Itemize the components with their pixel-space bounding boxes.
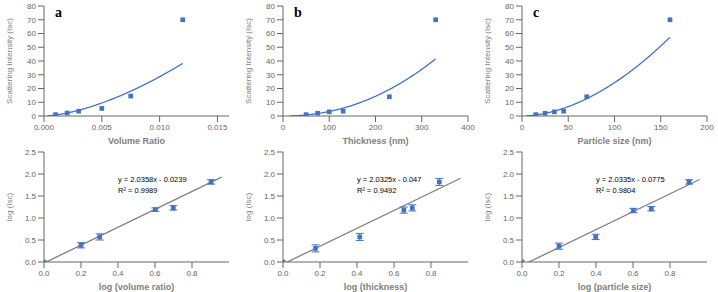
svg-text:1.0: 1.0	[503, 214, 515, 223]
svg-text:80: 80	[266, 2, 275, 11]
svg-text:0.4: 0.4	[112, 269, 124, 278]
svg-text:50: 50	[564, 123, 573, 132]
svg-text:log (Isc): log (Isc)	[483, 192, 492, 221]
svg-text:Scattering Intensity (Isc): Scattering Intensity (Isc)	[8, 18, 14, 104]
svg-text:0.8: 0.8	[664, 269, 676, 278]
svg-text:50: 50	[266, 43, 275, 52]
svg-text:Particle size (nm): Particle size (nm)	[577, 136, 651, 146]
svg-text:0.005: 0.005	[92, 123, 113, 132]
svg-text:2.0: 2.0	[264, 170, 276, 179]
svg-text:log (Isc): log (Isc)	[8, 192, 14, 221]
svg-text:20: 20	[27, 84, 36, 93]
svg-text:0.5: 0.5	[25, 236, 37, 245]
svg-text:0.2: 0.2	[553, 269, 565, 278]
svg-text:0.8: 0.8	[186, 269, 198, 278]
svg-text:50: 50	[27, 43, 36, 52]
svg-text:60: 60	[505, 29, 514, 38]
svg-text:200: 200	[700, 123, 710, 132]
svg-text:60: 60	[27, 29, 36, 38]
svg-text:Scattering Intensity (Isc): Scattering Intensity (Isc)	[483, 18, 492, 104]
svg-text:0.015: 0.015	[207, 123, 228, 132]
svg-text:0.010: 0.010	[150, 123, 171, 132]
svg-text:1.0: 1.0	[264, 214, 276, 223]
svg-text:0.0: 0.0	[264, 258, 276, 267]
svg-text:0.6: 0.6	[627, 269, 639, 278]
svg-text:1.0: 1.0	[25, 214, 37, 223]
svg-text:0.0: 0.0	[503, 258, 515, 267]
svg-text:30: 30	[266, 71, 275, 80]
svg-text:0.2: 0.2	[314, 269, 326, 278]
svg-text:200: 200	[369, 123, 383, 132]
svg-text:0: 0	[281, 123, 286, 132]
svg-text:0: 0	[32, 112, 37, 121]
svg-text:2.0: 2.0	[25, 170, 37, 179]
svg-text:2.5: 2.5	[25, 148, 37, 157]
svg-text:0.6: 0.6	[388, 269, 400, 278]
svg-text:0.2: 0.2	[75, 269, 87, 278]
svg-text:0.4: 0.4	[590, 269, 602, 278]
svg-text:1.5: 1.5	[503, 192, 515, 201]
svg-text:20: 20	[266, 84, 275, 93]
svg-text:Thickness (nm): Thickness (nm)	[342, 136, 408, 146]
svg-text:log (thickness): log (thickness)	[344, 282, 408, 292]
svg-text:100: 100	[323, 123, 337, 132]
svg-text:150: 150	[654, 123, 668, 132]
svg-text:80: 80	[27, 2, 36, 11]
svg-text:300: 300	[415, 123, 429, 132]
svg-text:0: 0	[271, 112, 276, 121]
svg-text:60: 60	[266, 29, 275, 38]
svg-text:1.5: 1.5	[264, 192, 276, 201]
html-text:c: c	[533, 5, 540, 20]
svg-text:400: 400	[461, 123, 475, 132]
html-text:y = 2.0335x - 0.0775 R² = 0.98: y = 2.0335x - 0.0775 R² = 0.9804	[596, 175, 665, 195]
svg-text:30: 30	[27, 71, 36, 80]
html-text:y = 2.0325x - 0.047 R² = 0.949: y = 2.0325x - 0.047 R² = 0.9492	[357, 175, 422, 195]
svg-text:2.5: 2.5	[503, 148, 515, 157]
html-text:a: a	[55, 5, 63, 20]
svg-text:0.5: 0.5	[264, 236, 276, 245]
svg-text:10: 10	[266, 98, 275, 107]
svg-text:log (Isc): log (Isc)	[244, 192, 253, 221]
svg-text:0.000: 0.000	[34, 123, 55, 132]
svg-text:Scattering Intensity (Isc): Scattering Intensity (Isc)	[244, 18, 253, 104]
svg-text:0.6: 0.6	[149, 269, 161, 278]
html-text:y = 2.0358x - 0.0239 R² = 0.99: y = 2.0358x - 0.0239 R² = 0.9989	[118, 175, 187, 195]
svg-text:10: 10	[505, 98, 514, 107]
svg-text:0.0: 0.0	[38, 269, 50, 278]
svg-text:0.0: 0.0	[516, 269, 528, 278]
svg-text:100: 100	[608, 123, 622, 132]
svg-text:log (particle size): log (particle size)	[578, 282, 652, 292]
svg-text:1.5: 1.5	[25, 192, 37, 201]
svg-text:50: 50	[505, 43, 514, 52]
svg-text:0.4: 0.4	[351, 269, 363, 278]
svg-text:Volume Ratio: Volume Ratio	[108, 136, 165, 146]
svg-text:0.5: 0.5	[503, 236, 515, 245]
html-text:b: b	[294, 5, 302, 20]
svg-text:40: 40	[505, 57, 514, 66]
svg-text:log (volume ratio): log (volume ratio)	[99, 282, 175, 292]
svg-text:10: 10	[27, 98, 36, 107]
svg-text:0.0: 0.0	[277, 269, 289, 278]
svg-text:2.5: 2.5	[264, 148, 276, 157]
svg-text:80: 80	[505, 2, 514, 11]
svg-text:0: 0	[510, 112, 515, 121]
svg-text:40: 40	[27, 57, 36, 66]
svg-text:20: 20	[505, 84, 514, 93]
svg-text:70: 70	[27, 16, 36, 25]
svg-text:70: 70	[505, 16, 514, 25]
svg-text:0.0: 0.0	[25, 258, 37, 267]
svg-text:40: 40	[266, 57, 275, 66]
svg-text:0: 0	[520, 123, 525, 132]
svg-text:0.8: 0.8	[425, 269, 437, 278]
svg-text:2.0: 2.0	[503, 170, 515, 179]
svg-text:70: 70	[266, 16, 275, 25]
svg-text:30: 30	[505, 71, 514, 80]
